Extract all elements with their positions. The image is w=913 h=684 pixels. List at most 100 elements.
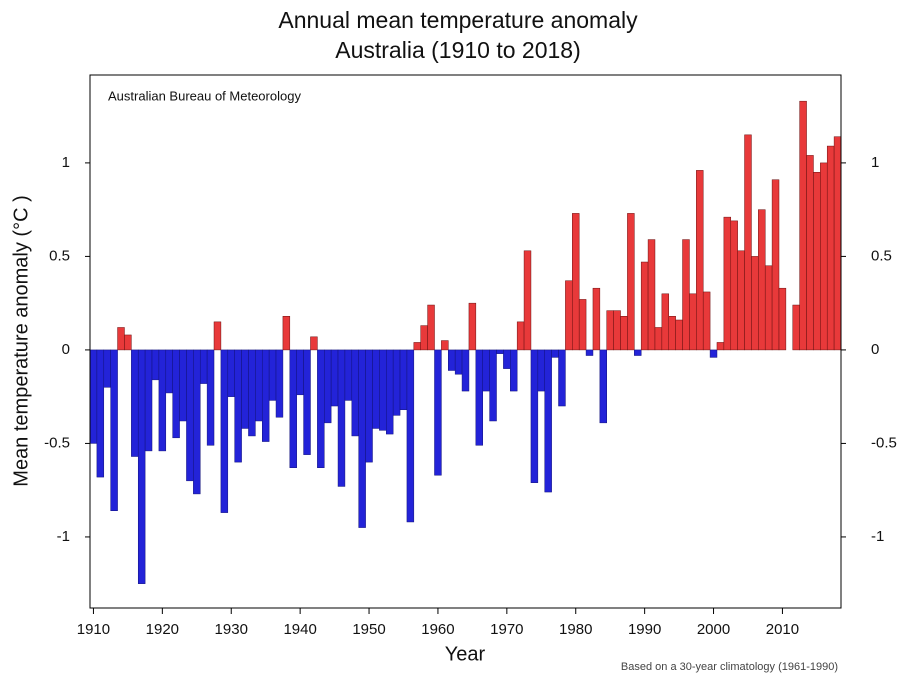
bar	[496, 349, 504, 354]
y-tick-label: -1	[57, 528, 70, 545]
x-tick-label: 1960	[421, 621, 454, 638]
bar	[372, 349, 380, 429]
bar	[227, 349, 235, 397]
x-tick-label: 1920	[146, 621, 179, 638]
bar	[806, 155, 814, 351]
bar	[510, 349, 518, 392]
bar	[268, 349, 277, 401]
bar	[103, 349, 111, 388]
bar	[702, 291, 711, 351]
bar	[572, 213, 580, 351]
bar	[89, 349, 98, 444]
bar	[351, 349, 359, 437]
x-tick-label: 1950	[352, 621, 385, 638]
bar	[296, 349, 304, 396]
bar	[330, 349, 339, 407]
bar	[475, 349, 483, 446]
y-tick-label: 0.5	[49, 247, 70, 264]
bar	[199, 349, 208, 384]
bar	[820, 162, 828, 351]
y-tick-label-right: 0	[871, 341, 879, 358]
bar	[234, 349, 242, 463]
bar	[386, 349, 394, 435]
chart-title: Annual mean temperature anomaly	[278, 7, 638, 33]
bar	[764, 265, 773, 351]
bar	[193, 349, 201, 495]
bar	[344, 349, 353, 401]
bar	[413, 342, 421, 351]
bar	[826, 145, 835, 351]
bar	[131, 349, 139, 457]
x-tick-label: 1910	[77, 621, 110, 638]
note: Based on a 30-year climatology (1961-199…	[621, 661, 838, 673]
bar	[448, 349, 456, 371]
bar	[799, 100, 807, 351]
bar	[303, 349, 311, 455]
bar	[744, 134, 752, 351]
bar	[379, 349, 387, 431]
x-tick-label: 2010	[766, 621, 799, 638]
bar	[620, 316, 628, 351]
bar	[544, 349, 552, 493]
bar	[454, 349, 463, 375]
bar	[399, 349, 408, 411]
y-tick-label: -0.5	[44, 434, 70, 451]
bar	[186, 349, 194, 482]
bar	[144, 349, 153, 452]
bar	[172, 349, 180, 439]
bar	[613, 310, 621, 351]
bar	[358, 349, 366, 528]
bar	[737, 250, 745, 351]
bar	[406, 349, 415, 523]
bar	[627, 213, 635, 351]
bar	[441, 340, 449, 351]
bar	[565, 280, 573, 351]
bar	[420, 325, 428, 351]
bar	[96, 349, 105, 478]
bar	[675, 319, 683, 351]
bar	[689, 293, 697, 351]
bar	[151, 349, 160, 381]
bar	[427, 304, 435, 351]
bar	[682, 239, 690, 351]
bar	[310, 336, 318, 351]
y-tick-label: 0	[62, 341, 70, 358]
x-tick-label: 1990	[628, 621, 661, 638]
bar	[213, 321, 222, 351]
bar	[696, 170, 704, 351]
y-tick-label: 1	[62, 154, 70, 171]
bar	[640, 261, 649, 351]
bar	[482, 349, 490, 392]
bar	[179, 349, 187, 422]
x-tick-label: 1940	[283, 621, 316, 638]
bar	[158, 349, 167, 452]
bar	[206, 349, 215, 446]
bar	[220, 349, 229, 513]
bar	[324, 349, 332, 424]
bar	[723, 216, 732, 351]
y-tick-label-right: 1	[871, 154, 879, 171]
y-tick-label-right: -0.5	[871, 434, 897, 451]
bar	[461, 349, 470, 392]
bar	[365, 349, 373, 463]
bar	[716, 342, 725, 351]
bar	[275, 349, 284, 418]
bar	[813, 171, 821, 351]
bar	[468, 302, 477, 351]
x-tick-label: 1970	[490, 621, 523, 638]
y-tick-label-right: 0.5	[871, 247, 892, 264]
bar	[516, 321, 525, 351]
bar	[337, 349, 346, 487]
bar	[489, 349, 497, 422]
bar	[833, 136, 842, 351]
bar	[585, 349, 594, 356]
bar	[165, 349, 173, 394]
bar	[392, 349, 401, 416]
bar	[792, 304, 800, 351]
source-label: Australian Bureau of Meteorology	[108, 88, 301, 103]
bar	[241, 349, 249, 429]
bar	[709, 349, 718, 358]
bar	[751, 256, 759, 351]
y-axis-label: Mean temperature anomaly (°C )	[10, 195, 32, 486]
